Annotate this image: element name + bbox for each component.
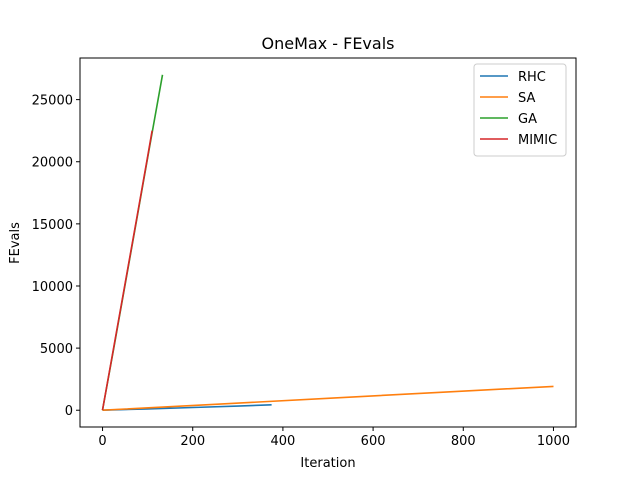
y-tick-label: 10000	[32, 280, 73, 295]
axes-frame	[79, 57, 577, 428]
legend-label-sa: SA	[518, 91, 535, 106]
x-tick-label: 200	[180, 434, 205, 449]
x-tick-label: 400	[270, 434, 295, 449]
legend-label-mimic: MIMIC	[518, 133, 557, 148]
x-tick-label: 0	[98, 434, 106, 449]
plot-area: 0 200 400 600 800 100005000100001500020000250…	[32, 57, 577, 449]
y-tick-label: 0	[65, 404, 73, 419]
y-tick-label: 5000	[40, 342, 73, 357]
x-tick-label: 800	[451, 434, 476, 449]
x-axis-label: Iteration	[300, 456, 355, 471]
y-tick-label: 20000	[32, 156, 73, 171]
series-line-sa	[102, 385, 554, 411]
y-tick-label: 25000	[32, 94, 73, 109]
y-tick-label: 15000	[32, 218, 73, 233]
legend-label-ga: GA	[518, 112, 537, 127]
x-tick-label: 1000	[537, 434, 570, 449]
legend-box	[473, 63, 567, 157]
chart-title: OneMax - FEvals	[262, 34, 395, 53]
legend-label-rhc: RHC	[518, 70, 546, 85]
series-line-mimic	[101, 130, 153, 411]
y-axis-label: FEvals	[8, 222, 23, 264]
x-tick-label: 600	[361, 434, 386, 449]
